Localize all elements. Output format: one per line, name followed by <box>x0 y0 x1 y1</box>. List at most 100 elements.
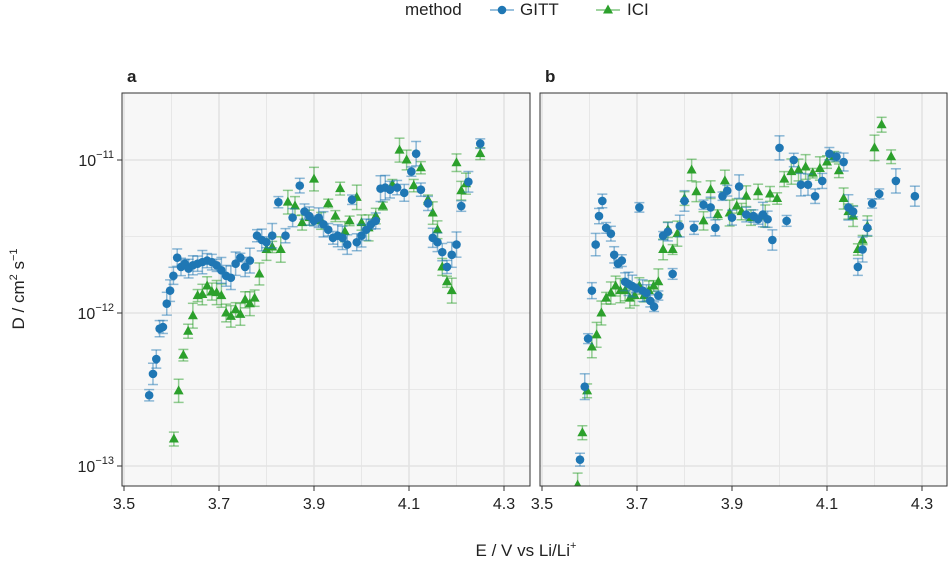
data-point-gitt <box>654 291 663 300</box>
data-point-ici <box>765 188 775 198</box>
data-point-gitt <box>782 216 791 226</box>
data-point-gitt <box>617 256 627 265</box>
data-point-ici <box>297 217 308 227</box>
data-point-ici <box>335 183 346 193</box>
data-point-gitt <box>768 235 777 245</box>
x-tick-label: 4.1 <box>816 496 838 513</box>
data-point-ici <box>282 196 293 206</box>
data-point-ici <box>653 276 664 286</box>
data-point-ici <box>741 190 752 200</box>
data-point-gitt <box>267 231 277 241</box>
legend-ici-marker <box>603 4 613 14</box>
data-point-ici <box>869 142 880 152</box>
data-point-ici <box>290 200 300 210</box>
data-point-ici <box>886 151 897 161</box>
data-point-ici <box>221 307 232 317</box>
data-point-gitt <box>338 233 347 243</box>
x-tick-label: 3.9 <box>721 496 743 513</box>
data-point-ici <box>705 184 716 194</box>
series-gitt <box>575 135 920 467</box>
y-axis-title-sup2: −1 <box>8 248 20 261</box>
panel-b-marks <box>572 116 920 486</box>
data-point-gitt <box>825 149 834 158</box>
x-tick-label: 4.3 <box>911 496 933 513</box>
data-point-gitt <box>594 211 604 221</box>
data-point-gitt <box>357 231 366 241</box>
legend-title: method <box>405 0 462 19</box>
x-tick-label: 4.3 <box>493 496 515 513</box>
x-tick-label: 3.7 <box>208 496 230 513</box>
data-point-gitt <box>169 271 178 281</box>
data-point-ici <box>833 165 844 175</box>
data-point-ici <box>249 292 260 302</box>
data-point-gitt <box>741 210 751 219</box>
data-point-ici <box>254 268 265 278</box>
data-point-gitt <box>165 286 175 295</box>
x-tick-label: 3.7 <box>626 496 648 513</box>
data-point-gitt <box>727 213 737 222</box>
data-point-gitt <box>416 185 426 194</box>
data-point-gitt <box>763 214 772 224</box>
y-tick-label: 10−13 <box>78 455 114 476</box>
data-point-gitt <box>452 240 461 249</box>
data-point-gitt <box>649 302 659 311</box>
data-point-ici <box>712 209 723 219</box>
plot-area <box>144 137 486 447</box>
data-point-ici <box>577 427 588 437</box>
data-point-gitt <box>775 143 784 153</box>
data-point-ici <box>178 349 189 359</box>
panel-a-x-ticks: 3.5 3.7 3.9 4.1 4.3 <box>113 486 515 513</box>
data-point-ici <box>876 119 887 129</box>
legend-gitt-label: GITT <box>520 0 559 19</box>
data-point-gitt <box>323 225 333 235</box>
data-point-ici <box>225 310 236 320</box>
panel-a: a 3.5 3.7 3.9 4.1 4.3 10−11 10−12 10−13 <box>78 67 531 513</box>
data-point-ici <box>377 200 388 210</box>
x-tick-label: 4.1 <box>398 496 420 513</box>
series-gitt <box>144 138 486 402</box>
data-point-gitt <box>314 213 324 222</box>
data-point-gitt <box>722 186 732 196</box>
legend-gitt-marker <box>497 5 507 15</box>
data-point-gitt <box>437 247 447 257</box>
panel-b-background <box>540 93 948 486</box>
data-point-ici <box>408 180 419 190</box>
data-point-gitt <box>675 221 685 231</box>
data-point-gitt <box>262 237 271 247</box>
data-point-gitt <box>789 155 799 165</box>
data-point-gitt <box>810 191 820 201</box>
data-point-ici <box>838 193 849 203</box>
data-point-gitt <box>853 262 863 272</box>
data-point-ici <box>173 385 184 395</box>
data-point-ici <box>309 173 319 183</box>
data-point-gitt <box>347 195 357 205</box>
data-point-ici <box>601 292 612 302</box>
panel-b-border <box>539 92 948 487</box>
data-point-ici <box>686 164 697 174</box>
data-point-ici <box>216 290 227 300</box>
data-point-gitt <box>839 157 848 167</box>
data-point-ici <box>168 433 179 443</box>
data-point-gitt <box>464 177 473 187</box>
data-point-gitt <box>858 245 867 254</box>
data-point-gitt <box>371 216 381 226</box>
panel-a-marks <box>144 137 486 447</box>
data-point-gitt <box>423 199 433 208</box>
data-point-gitt <box>399 188 409 198</box>
data-point-ici <box>574 479 582 486</box>
data-point-ici <box>401 154 412 164</box>
x-axis-title-sup: + <box>570 540 576 552</box>
data-point-ici <box>323 197 334 207</box>
data-point-gitt <box>580 382 590 391</box>
data-point-ici <box>698 215 709 225</box>
data-point-gitt <box>245 256 255 265</box>
data-point-gitt <box>680 196 689 206</box>
data-point-gitt <box>598 196 607 206</box>
data-point-gitt <box>411 149 421 158</box>
data-point-gitt <box>433 237 442 247</box>
x-axis-title-main: E / V vs Li/Li <box>476 541 570 560</box>
data-point-ici <box>230 304 241 314</box>
data-point-ici <box>658 244 669 254</box>
panel-b-tag: b <box>545 67 555 86</box>
data-point-ici <box>344 215 355 225</box>
